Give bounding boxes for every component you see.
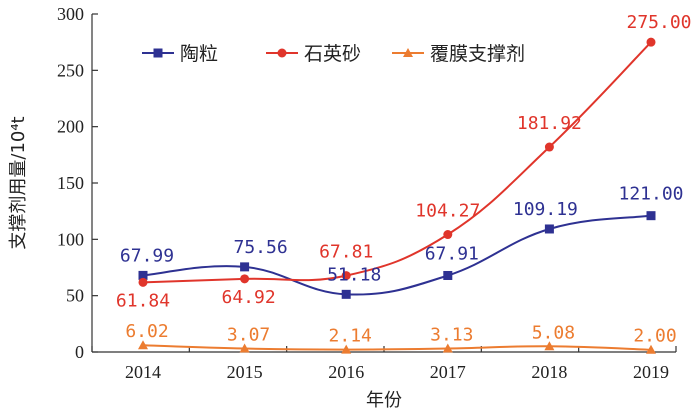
y-axis-title: 支撑剂用量/10⁴t (8, 116, 29, 249)
series-2-data-label: 3.13 (430, 324, 473, 345)
legend-marker-1 (277, 48, 287, 58)
legend-marker-2 (403, 48, 413, 57)
series-1-point (544, 142, 554, 152)
y-tick-label: 150 (57, 173, 84, 193)
series-2-point (341, 344, 352, 354)
series-0-data-label: 67.91 (425, 243, 479, 264)
y-tick-label: 200 (57, 117, 84, 137)
series-2-data-label: 6.02 (125, 321, 168, 342)
series-1-data-label: 67.81 (319, 242, 373, 263)
x-tick-label: 2015 (227, 362, 263, 382)
series-1-data-label: 181.92 (517, 113, 582, 134)
series-0-data-label: 75.56 (234, 237, 288, 258)
y-tick-label: 0 (75, 342, 84, 362)
data-label-layer: 67.99 75.56 51.18 67.91 109.19 121.00 61.84 64.… (116, 12, 692, 347)
legend-label-1: 石英砂 (304, 43, 361, 65)
y-tick-group: 0 50 100 150 200 250 300 (57, 4, 98, 362)
y-tick-label: 100 (57, 229, 84, 249)
series-1-point (240, 274, 250, 284)
series-0-point (443, 270, 453, 280)
series-line-2 (142, 344, 652, 351)
series-layer (138, 37, 656, 354)
x-axis-title: 年份 (366, 390, 402, 411)
y-tick-label: 50 (66, 286, 84, 306)
legend: 陶粒 石英砂 覆膜支撑剂 (142, 43, 525, 65)
x-tick-label: 2019 (633, 362, 669, 382)
y-tick-label: 300 (57, 4, 84, 24)
series-2-data-label: 2.14 (329, 326, 372, 347)
series-2-point (138, 340, 148, 350)
series-line-0 (142, 214, 652, 296)
series-1-point (443, 230, 453, 240)
series-1-point (138, 277, 148, 287)
series-1-point (646, 37, 656, 47)
series-0-data-label: 51.18 (327, 264, 381, 285)
series-0-point (544, 224, 554, 234)
series-0-data-label: 67.99 (120, 245, 174, 266)
series-0-point (341, 289, 351, 299)
series-2-data-label: 2.00 (633, 326, 676, 347)
x-tick-label: 2017 (430, 362, 466, 382)
series-1-point (341, 271, 351, 281)
series-2-point (442, 343, 453, 353)
series-1-data-label: 61.84 (116, 290, 170, 311)
series-0-data-label: 109.19 (513, 199, 578, 220)
series-1-data-label: 104.27 (415, 201, 480, 222)
series-0-point (240, 262, 250, 272)
series-2-data-label: 3.07 (227, 325, 270, 346)
x-tick-label: 2014 (125, 362, 161, 382)
series-1-data-label: 275.00 (626, 12, 691, 33)
x-tick-label: 2016 (328, 362, 364, 382)
series-0-data-label: 121.00 (618, 184, 683, 205)
series-line-1 (142, 41, 652, 284)
series-2-point (239, 343, 250, 353)
y-tick-label: 250 (57, 60, 84, 80)
series-0-point (138, 270, 148, 280)
series-0-point (646, 211, 656, 221)
series-1-data-label: 64.92 (222, 287, 276, 308)
series-2-point (544, 341, 555, 351)
series-2-data-label: 5.08 (532, 322, 575, 343)
legend-marker-0 (153, 48, 163, 58)
x-tick-label: 2018 (531, 362, 567, 382)
legend-label-2: 覆膜支撑剂 (430, 43, 525, 65)
series-2-point (646, 344, 656, 354)
legend-label-0: 陶粒 (180, 43, 218, 65)
